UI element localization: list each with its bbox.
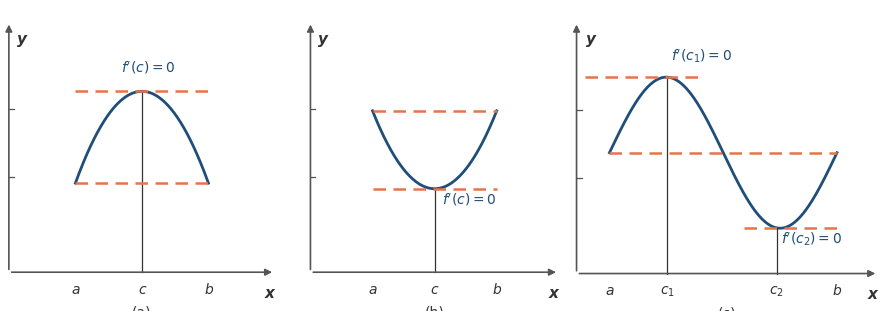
Text: $f'(c_1) = 0$: $f'(c_1) = 0$ [671,47,731,65]
Text: c: c [431,283,438,297]
Text: a: a [604,284,613,298]
Text: x: x [867,287,876,302]
Text: a: a [71,283,80,297]
Text: y: y [585,32,595,47]
Text: b: b [832,284,841,298]
Text: (a): (a) [132,306,152,311]
Text: $f'(c) = 0$: $f'(c) = 0$ [441,192,496,208]
Text: x: x [264,286,275,301]
Text: $f'(c_2) = 0$: $f'(c_2) = 0$ [780,231,841,248]
Text: $f'(c) = 0$: $f'(c) = 0$ [120,60,175,76]
Text: a: a [368,283,377,297]
Text: $c_2$: $c_2$ [768,284,783,299]
Text: b: b [492,283,501,297]
Text: (b): (b) [424,306,444,311]
Text: c: c [138,283,145,297]
Text: (c): (c) [718,306,735,311]
Text: y: y [17,32,27,47]
Text: x: x [548,286,558,301]
Text: y: y [317,32,328,47]
Text: $c_1$: $c_1$ [659,284,673,299]
Text: b: b [204,283,213,297]
